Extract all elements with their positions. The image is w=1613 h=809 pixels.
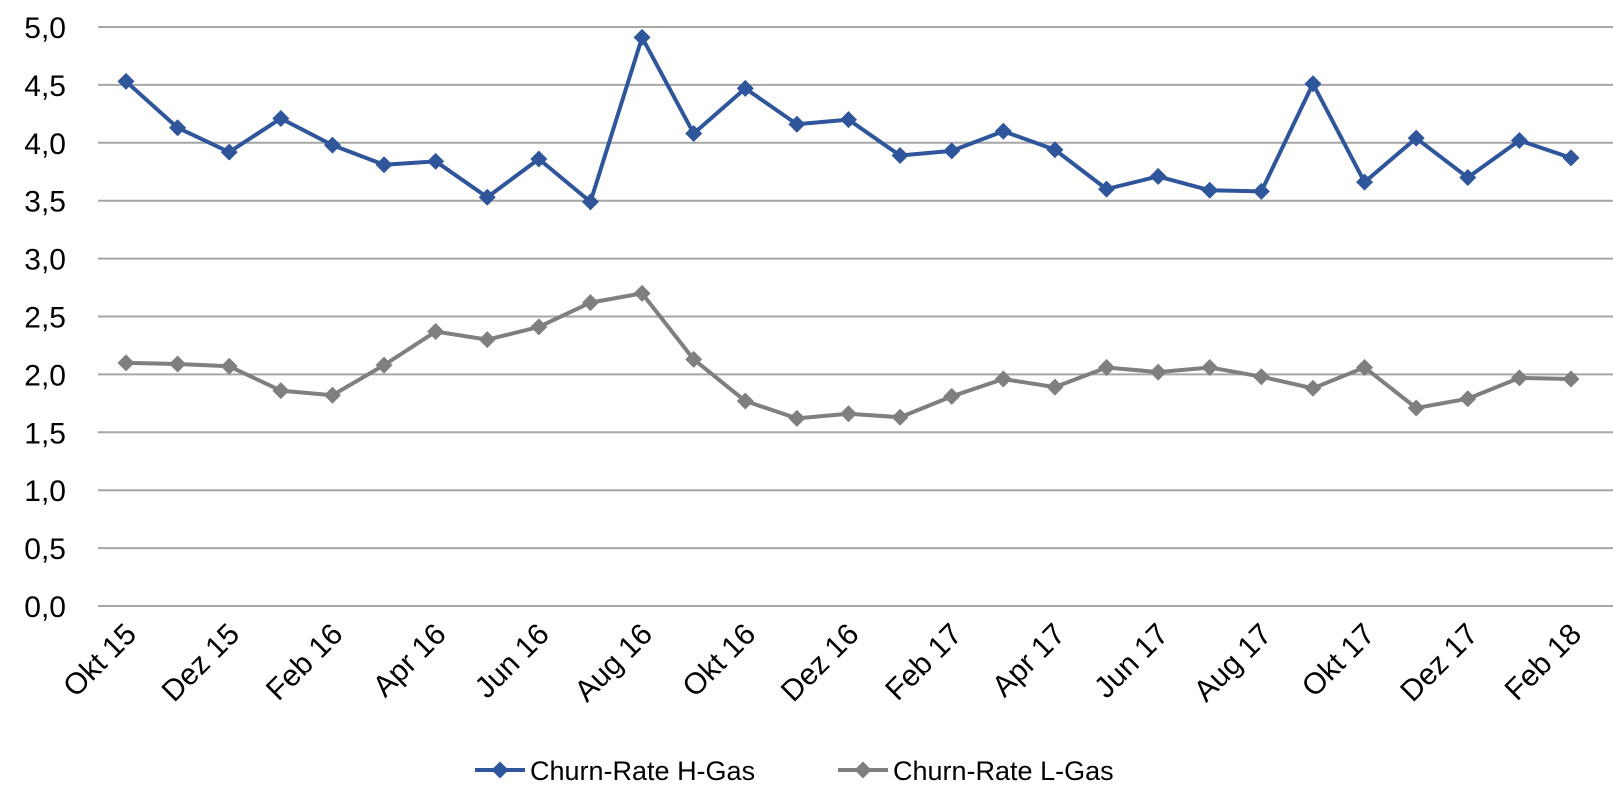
x-tick-label: Okt 16 <box>676 618 762 704</box>
x-tick-label: Aug 17 <box>1188 618 1279 709</box>
data-point <box>530 150 548 168</box>
x-tick-label: Jun 17 <box>1088 618 1175 705</box>
legend: Churn-Rate H-Gas Churn-Rate L-Gas <box>475 756 1114 786</box>
data-point <box>1562 370 1580 388</box>
x-tick-label: Feb 17 <box>879 618 968 707</box>
data-point <box>1252 368 1270 386</box>
data-point <box>323 386 341 404</box>
x-tick-label: Okt 17 <box>1296 618 1382 704</box>
data-point <box>633 28 651 46</box>
x-tick-label: Aug 16 <box>568 618 659 709</box>
data-point <box>788 115 806 133</box>
data-point <box>1252 182 1270 200</box>
data-point <box>375 356 393 374</box>
data-point <box>1510 369 1528 387</box>
data-point <box>633 284 651 302</box>
legend-label: Churn-Rate H-Gas <box>530 756 755 786</box>
y-tick-label: 0,5 <box>24 533 66 566</box>
x-axis-tick-labels: Okt 15 Dez 15 Feb 16 Apr 16 Jun 16 Aug 16 Okt … <box>57 618 1588 709</box>
gridlines <box>98 26 1613 607</box>
data-point <box>1098 358 1116 376</box>
data-point <box>581 294 599 312</box>
legend-marker <box>491 761 509 779</box>
legend-item: Churn-Rate H-Gas <box>475 756 755 786</box>
x-tick-label: Okt 15 <box>57 618 143 704</box>
data-point <box>994 122 1012 140</box>
data-point <box>323 136 341 154</box>
data-point <box>1046 141 1064 159</box>
data-point <box>1304 379 1322 397</box>
data-point <box>1201 181 1219 199</box>
data-point <box>220 143 238 161</box>
x-tick-label: Jun 16 <box>469 618 556 705</box>
data-point <box>685 125 703 143</box>
data-point <box>1407 129 1425 147</box>
data-point <box>994 370 1012 388</box>
data-point <box>169 355 187 373</box>
data-point <box>1149 363 1167 381</box>
y-tick-label: 4,5 <box>24 70 66 103</box>
data-point <box>169 119 187 137</box>
series-churn-rate-l-gas <box>117 284 1580 427</box>
data-point <box>117 354 135 372</box>
data-point <box>840 111 857 129</box>
y-tick-label: 1,5 <box>24 417 66 450</box>
x-tick-label: Feb 16 <box>260 618 349 707</box>
data-point <box>581 193 599 211</box>
x-tick-label: Dez 15 <box>156 618 247 709</box>
data-point <box>1459 390 1477 408</box>
data-point <box>1098 180 1116 198</box>
data-point <box>117 72 135 90</box>
data-point <box>891 408 909 426</box>
y-tick-label: 0,0 <box>24 591 66 624</box>
data-point <box>1304 75 1322 93</box>
data-point <box>272 382 290 400</box>
series-line <box>125 291 1572 421</box>
y-tick-label: 2,5 <box>24 302 66 335</box>
data-point <box>1046 378 1064 396</box>
x-tick-label: Feb 18 <box>1499 618 1588 707</box>
data-point <box>1459 169 1477 187</box>
data-point <box>1510 131 1528 149</box>
data-point <box>220 357 238 375</box>
data-point <box>1562 149 1580 167</box>
data-point <box>685 350 703 368</box>
x-tick-label: Apr 16 <box>367 618 453 704</box>
data-point <box>788 409 806 427</box>
data-point <box>736 79 754 97</box>
x-tick-label: Apr 17 <box>986 618 1072 704</box>
legend-marker <box>854 761 872 779</box>
series-churn-rate-h-gas <box>117 28 1580 211</box>
y-tick-label: 3,5 <box>24 186 66 219</box>
data-point <box>943 142 961 160</box>
data-point <box>1201 358 1219 376</box>
data-point <box>891 147 909 165</box>
data-point <box>478 331 496 349</box>
data-point <box>1149 167 1167 185</box>
y-tick-label: 1,0 <box>24 475 66 508</box>
data-point <box>427 152 445 170</box>
data-point <box>1356 358 1374 376</box>
data-point <box>375 156 393 174</box>
data-point <box>1356 173 1374 191</box>
y-tick-label: 2,0 <box>24 359 66 392</box>
data-point <box>943 387 961 405</box>
data-point <box>478 188 496 206</box>
x-tick-label: Dez 16 <box>775 618 866 709</box>
legend-item: Churn-Rate L-Gas <box>838 756 1114 786</box>
data-point <box>736 392 754 410</box>
y-tick-label: 3,0 <box>24 244 66 277</box>
legend-label: Churn-Rate L-Gas <box>893 756 1114 786</box>
y-tick-label: 5,0 <box>24 12 66 45</box>
y-tick-label: 4,0 <box>24 128 66 161</box>
data-point <box>272 109 290 127</box>
data-point <box>427 323 445 341</box>
data-point <box>1407 399 1425 417</box>
data-point <box>530 318 548 336</box>
series-layer <box>117 28 1580 427</box>
y-axis-tick-labels: 0,0 0,5 1,0 1,5 2,0 2,5 3,0 3,5 4,0 4,5 5,0 <box>24 12 66 624</box>
data-point <box>840 405 857 423</box>
x-tick-label: Dez 17 <box>1394 618 1485 709</box>
